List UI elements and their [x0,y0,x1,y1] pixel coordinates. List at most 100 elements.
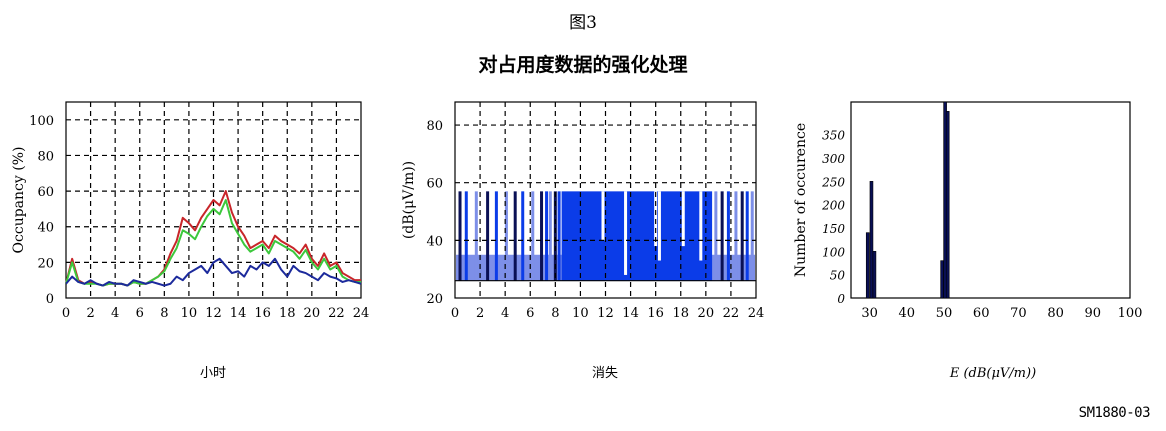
x-tick-label: 6 [136,306,144,321]
x-tick-label: 22 [328,306,345,321]
signal-dip [681,191,685,247]
y-tick-label: 250 [821,175,845,189]
x-tick-label: 0 [62,306,70,321]
x-tick-label: 12 [205,306,222,321]
signal-dip [657,191,661,261]
histogram-x-ticks: 30 40 50 60 70 80 90 100 [861,306,1142,321]
signal-spike [464,191,468,281]
signal-spike [531,191,535,281]
histogram-chart: 30 40 50 60 70 80 90 100 050100150200250300350 … [793,101,1142,381]
histogram-bar [865,232,870,299]
figure-reference: SM1880-03 [1078,405,1151,421]
x-tick-label: 18 [279,306,296,321]
x-tick-label: 8 [551,306,559,321]
histogram-bar [940,260,944,299]
figure-label: 图3 [569,13,597,33]
occupancy-series [65,190,362,287]
histogram-plot-frame [850,101,1131,299]
y-tick-label: 40 [426,234,443,249]
signal-spike [521,191,525,281]
signal-spike [734,191,738,281]
y-tick-label: 60 [426,177,443,192]
dense-occupancy-region [561,191,713,281]
x-tick-label: 2 [476,306,484,321]
field-strength-y-ticks: 20 40 60 80 [426,119,443,307]
y-tick-label: 100 [822,245,845,259]
signal-dip [654,191,658,247]
field-strength-bars [455,191,756,282]
figure-title: 对占用度数据的强化处理 [478,54,688,76]
x-tick-label: 10 [181,306,198,321]
signal-spike [545,191,549,281]
signal-spike [714,191,718,281]
signal-spike [504,191,508,281]
y-tick-label: 20 [37,256,54,271]
y-tick-label: 200 [821,199,845,213]
histogram-bars [865,101,950,299]
signal-spike [486,191,490,281]
signal-spike [720,191,724,281]
histogram-bar [869,181,874,299]
y-tick-label: 80 [37,149,54,164]
histogram-y-ticks: 0 50 100 150 200 250 300 350 [821,129,845,306]
x-tick-label: 8 [160,306,168,321]
signal-spike [553,191,557,281]
x-tick-label: 60 [973,306,990,321]
y-tick-label: 50 [830,269,846,283]
x-tick-label: 40 [899,306,916,321]
x-tick-label: 4 [501,306,509,321]
signal-spike [726,191,730,281]
x-tick-label: 20 [698,306,715,321]
occupancy-x-label: 小时 [200,366,226,381]
y-tick-label: 20 [426,292,443,307]
y-tick-label: 0 [46,292,54,307]
x-tick-label: 14 [622,306,639,321]
x-tick-label: 24 [353,306,370,321]
y-tick-label: 60 [37,185,54,200]
signal-spike [494,191,498,281]
histogram-y-label: Number of occurence [793,123,809,277]
x-tick-label: 10 [572,306,589,321]
x-tick-label: 0 [451,306,459,321]
signal-spike [513,191,517,281]
signal-spike [540,191,544,281]
y-tick-label: 300 [822,152,845,166]
y-tick-label: 40 [37,221,54,236]
x-tick-label: 2 [86,306,94,321]
x-tick-label: 4 [111,306,119,321]
x-tick-label: 6 [526,306,534,321]
x-tick-label: 100 [1118,306,1143,321]
x-tick-label: 70 [1010,306,1027,321]
x-tick-label: 90 [1085,306,1102,321]
signal-dip [624,191,628,275]
x-tick-label: 20 [304,306,321,321]
occupancy-x-ticks: 0 2 4 6 8 10 12 14 16 18 20 22 24 [62,306,369,321]
x-tick-label: 16 [254,306,271,321]
field-strength-x-label: 消失 [592,366,618,381]
histogram-bar [945,111,950,299]
signal-spike [474,191,478,281]
field-strength-grid [455,102,756,298]
signal-dip [601,191,605,241]
histogram-bar [872,251,877,299]
field-strength-x-ticks: 0 2 4 6 8 10 12 14 16 18 20 22 24 [451,306,764,321]
signal-spike [458,191,462,281]
x-tick-label: 16 [647,306,664,321]
y-tick-label: 0 [837,292,845,306]
histogram-x-label: E (dB(μV/m)) [949,366,1036,381]
x-tick-label: 30 [861,306,878,321]
x-tick-label: 22 [723,306,740,321]
y-tick-label: 350 [822,129,845,143]
x-tick-label: 18 [672,306,689,321]
series-line-blue [65,257,362,287]
signal-spike [750,191,754,281]
signal-spike [557,191,561,281]
x-tick-label: 12 [597,306,614,321]
y-tick-label: 100 [29,114,54,129]
occupancy-y-ticks: 0 20 40 60 80 100 [29,114,54,307]
x-tick-label: 50 [936,306,953,321]
field-strength-y-label: (dB(μV/m)) [401,161,417,239]
